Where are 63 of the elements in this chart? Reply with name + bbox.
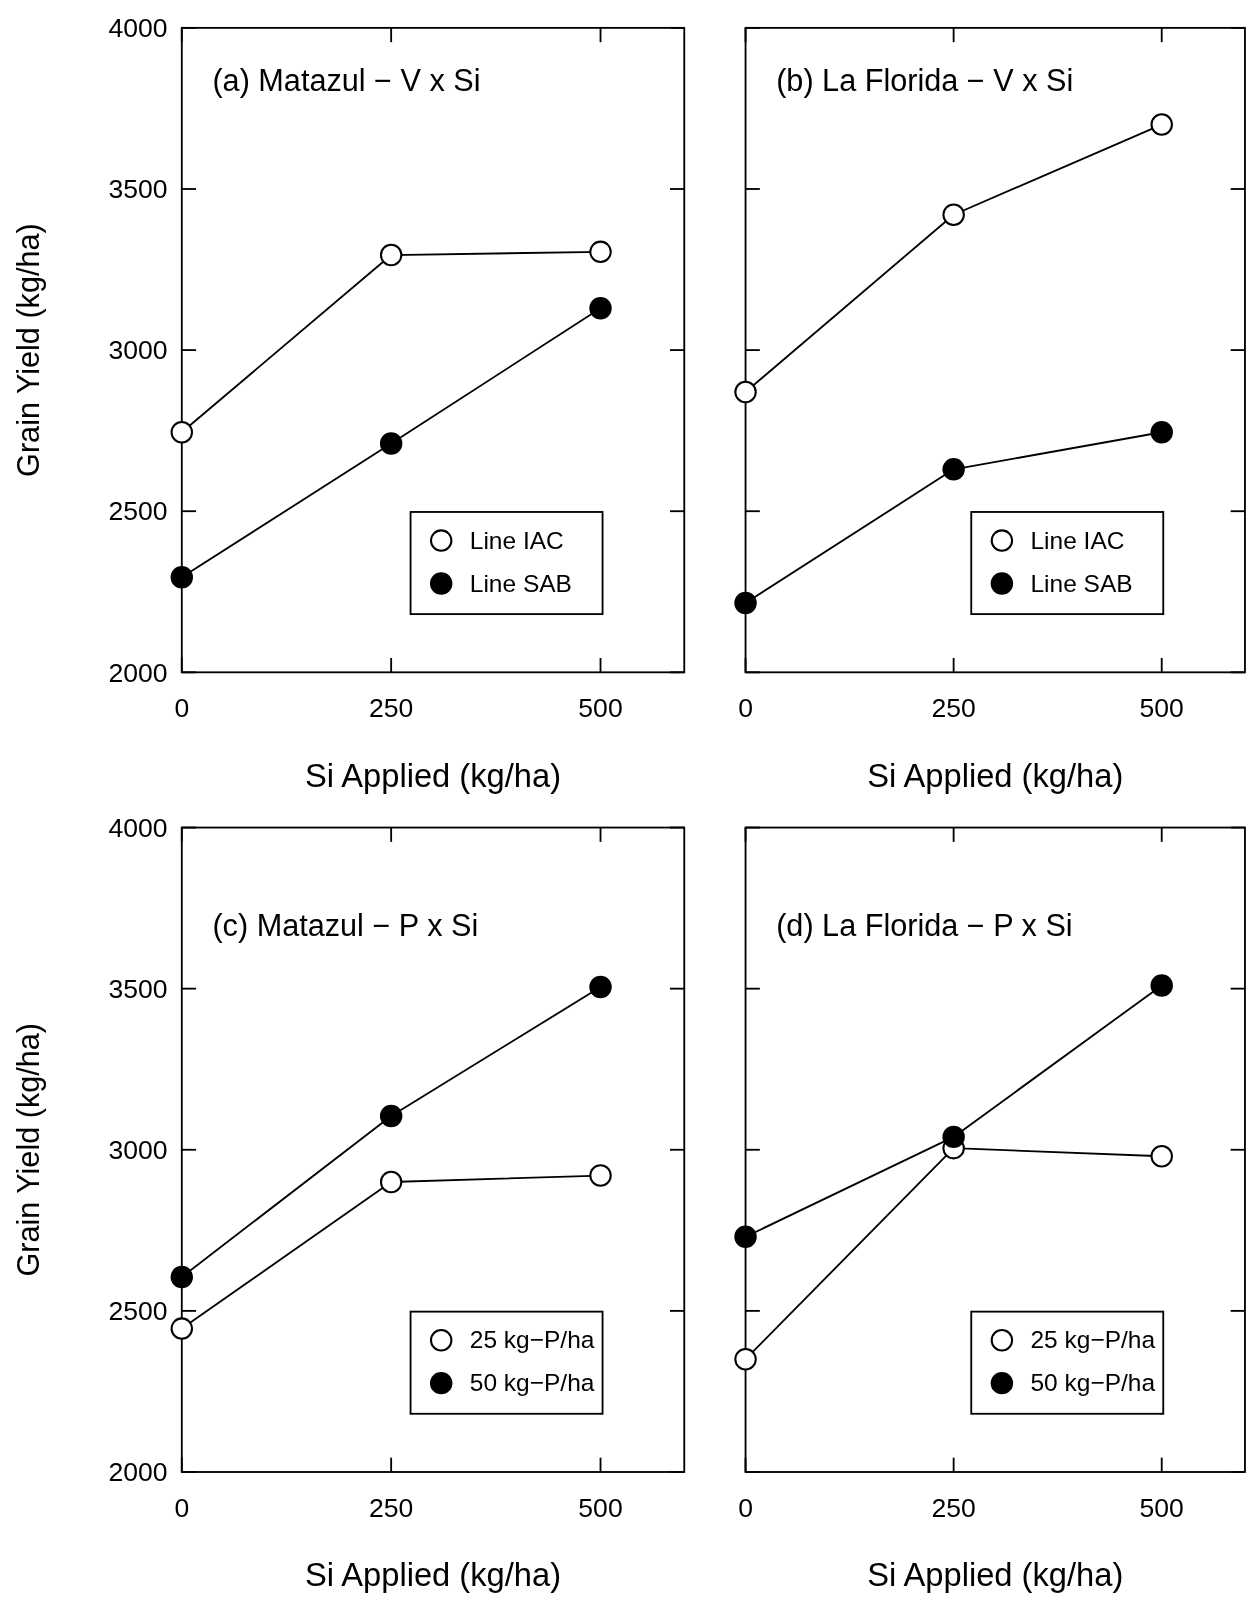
- x-tick-label: 0: [174, 693, 190, 724]
- x-axis-title: Si Applied (kg/ha): [867, 1556, 1124, 1594]
- point: [1150, 1144, 1173, 1168]
- y-tick-label: 2500: [108, 1296, 168, 1327]
- point: [170, 1265, 194, 1289]
- x-axis-title: Si Applied (kg/ha): [304, 1556, 562, 1594]
- point: [379, 432, 403, 455]
- text: (c) Matazul − P x Si: [212, 907, 479, 943]
- point: [942, 1125, 965, 1149]
- x-tick-label: 500: [1139, 693, 1184, 724]
- legend-label: Line IAC: [1030, 526, 1125, 554]
- legend-label: Line SAB: [469, 569, 572, 597]
- y-tick-label: 3000: [108, 1134, 168, 1165]
- x-tick-label: 250: [931, 1492, 976, 1523]
- point: [589, 1164, 612, 1187]
- point: [734, 1225, 757, 1249]
- x-tick-label: 250: [369, 693, 414, 724]
- point: [589, 975, 612, 999]
- text: (b) La Florida − V x Si: [776, 63, 1074, 99]
- legend-label: Line SAB: [1030, 569, 1133, 597]
- point: [1150, 974, 1173, 997]
- x-tick-label: 500: [578, 1492, 623, 1523]
- legend-label: 50 kg−P/ha: [469, 1369, 595, 1397]
- y-tick-label: 2500: [108, 496, 168, 527]
- x-tick-label: 0: [174, 1492, 190, 1523]
- y-tick-label: 3500: [108, 174, 168, 205]
- point: [589, 296, 612, 320]
- point: [379, 1170, 403, 1194]
- x-axis-title: Si Applied (kg/ha): [304, 756, 562, 794]
- text: (a) Matazul − V x Si: [212, 63, 481, 99]
- point: [734, 380, 757, 404]
- legend-label: 50 kg−P/ha: [1030, 1369, 1156, 1397]
- point: [170, 566, 194, 589]
- point: [170, 421, 194, 444]
- y-tick-label: 2000: [108, 657, 168, 688]
- x-tick-label: 500: [1139, 1492, 1184, 1523]
- point: [1150, 421, 1173, 444]
- point: [379, 243, 403, 267]
- x-tick-label: 0: [738, 693, 753, 724]
- x-axis-title: Si Applied (kg/ha): [867, 756, 1124, 794]
- y-tick-label: 4000: [108, 13, 168, 44]
- point: [170, 1317, 194, 1340]
- point: [1150, 113, 1173, 136]
- point: [942, 203, 965, 226]
- y-tick-label: 3500: [108, 973, 168, 1004]
- point: [734, 1347, 757, 1371]
- y-tick-label: 3000: [108, 335, 168, 366]
- y-tick-label: 2000: [108, 1457, 168, 1488]
- y-tick-label: 4000: [108, 812, 168, 843]
- text: (d) La Florida − P x Si: [776, 907, 1073, 943]
- x-tick-label: 250: [931, 693, 976, 724]
- y-axis-title: Grain Yield (kg/ha): [10, 223, 46, 477]
- point: [379, 1104, 403, 1128]
- x-tick-label: 250: [369, 1492, 414, 1523]
- legend-label: 25 kg−P/ha: [469, 1326, 595, 1354]
- y-axis-title: Grain Yield (kg/ha): [10, 1022, 46, 1277]
- point: [589, 240, 612, 264]
- point: [734, 591, 757, 615]
- legend-label: Line IAC: [469, 526, 564, 554]
- x-tick-label: 500: [578, 693, 623, 724]
- legend-label: 25 kg−P/ha: [1030, 1326, 1156, 1354]
- x-tick-label: 0: [738, 1492, 753, 1523]
- point: [942, 458, 965, 481]
